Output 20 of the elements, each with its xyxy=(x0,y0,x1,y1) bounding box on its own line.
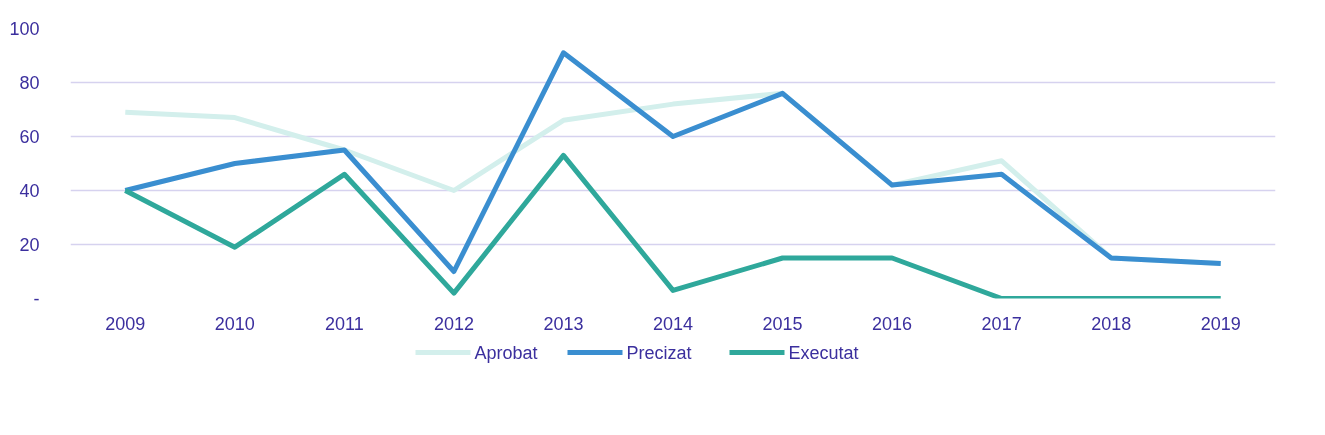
x-tick-label: 2018 xyxy=(1091,313,1132,334)
y-tick-label: 40 xyxy=(19,181,40,201)
x-tick-label: 2009 xyxy=(105,313,146,334)
legend-label: Aprobat xyxy=(474,342,538,363)
y-tick-label: 100 xyxy=(9,19,40,39)
x-tick-label: 2011 xyxy=(325,313,364,334)
x-tick-label: 2014 xyxy=(652,313,694,334)
y-tick-label: 20 xyxy=(19,235,40,255)
x-tick-label: 2012 xyxy=(433,313,474,334)
x-tick-label: 2017 xyxy=(981,313,1022,334)
x-tick-label: 2019 xyxy=(1200,313,1241,334)
x-tick-label: 2013 xyxy=(543,313,584,334)
x-tick-label: 2016 xyxy=(872,313,913,334)
x-tick-label: 2010 xyxy=(214,313,255,334)
legend-label: Precizat xyxy=(626,342,692,363)
y-tick-label: - xyxy=(33,289,40,309)
legend-label: Executat xyxy=(788,342,859,363)
y-tick-label: 60 xyxy=(19,127,40,147)
y-tick-label: 80 xyxy=(19,73,40,93)
x-tick-label: 2015 xyxy=(762,313,803,334)
